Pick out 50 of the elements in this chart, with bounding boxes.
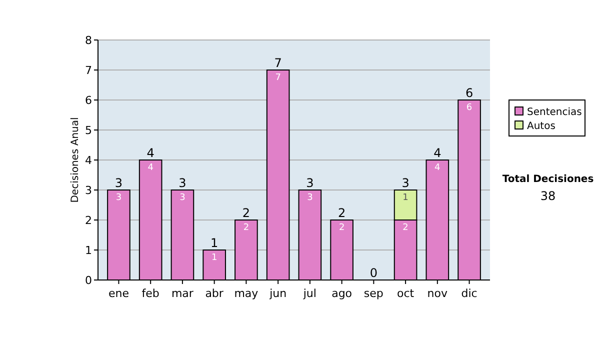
data-label: 3 [180, 193, 186, 203]
total-label: 2 [242, 206, 250, 220]
data-label: 3 [307, 193, 313, 203]
total-label: 2 [338, 206, 346, 220]
data-label: 4 [434, 163, 441, 173]
y-tick-label: 2 [85, 214, 92, 227]
x-tick-label: dic [461, 287, 478, 300]
data-label: 1 [402, 193, 408, 203]
data-label: 2 [338, 223, 345, 233]
x-tick-label: mar [171, 287, 194, 300]
x-tick-label: may [234, 287, 259, 300]
x-tick-label: sep [364, 287, 384, 300]
x-tick-label: ago [332, 287, 352, 300]
total-label: 3 [306, 176, 314, 190]
y-tick-label: 0 [85, 274, 92, 287]
y-tick-label: 5 [85, 124, 92, 137]
x-tick-label: nov [427, 287, 448, 300]
y-tick-label: 6 [85, 94, 92, 107]
text: Total Decisiones [502, 174, 594, 185]
data-label: 4 [148, 163, 154, 173]
data-label: 7 [275, 73, 281, 83]
total-label: 4 [434, 146, 442, 160]
data-label: 6 [466, 103, 472, 113]
total-label: 0 [370, 266, 378, 280]
legend-label: Autos [527, 121, 556, 132]
x-tick-label: ene [108, 287, 130, 300]
x-tick-label: jul [302, 287, 316, 300]
x-tick-label: abr [205, 287, 224, 300]
y-tick-label: 1 [85, 244, 92, 257]
total-label: 6 [465, 86, 474, 100]
y-tick-label: 8 [85, 34, 92, 47]
x-tick-label: jun [268, 287, 287, 300]
total-label: 1 [210, 236, 218, 250]
y-tick-label: 4 [85, 154, 92, 167]
total-label: 4 [146, 146, 154, 160]
x-tick-label: oct [397, 287, 415, 300]
data-label: 1 [211, 253, 218, 263]
total-label: 3 [178, 176, 186, 190]
text: 38 [540, 189, 556, 203]
legend-label: Sentencias [527, 107, 582, 118]
total-label: 7 [274, 56, 282, 70]
y-tick-label: 3 [85, 184, 92, 197]
data-label: 2 [402, 223, 408, 233]
total-label: 3 [402, 176, 410, 190]
total-label: 3 [114, 176, 123, 190]
data-label: 2 [243, 223, 250, 233]
data-label: 3 [116, 193, 122, 203]
x-tick-label: feb [142, 287, 160, 300]
y-axis-title: Decisiones Anual [70, 117, 81, 203]
y-tick-label: 7 [85, 64, 92, 77]
